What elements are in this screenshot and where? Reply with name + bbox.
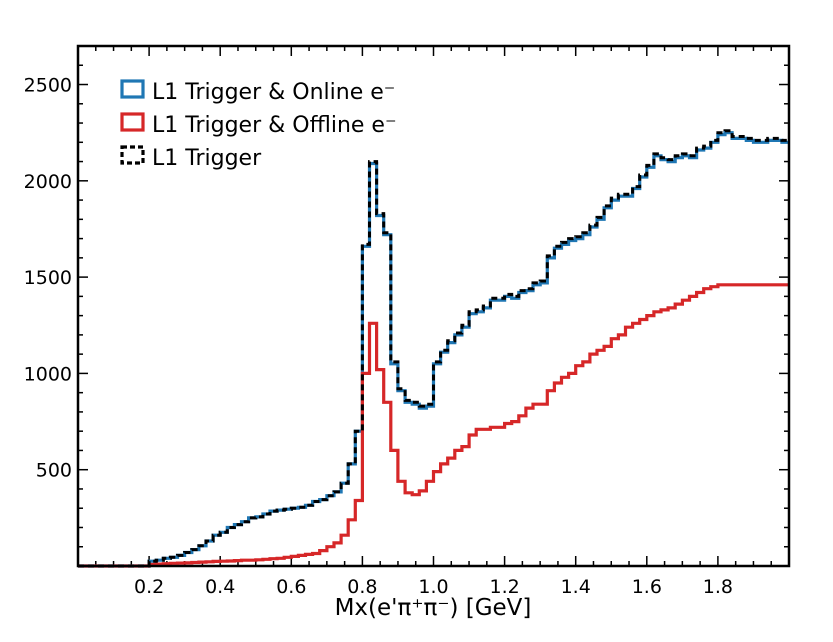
y-tick-labels: 500 1000 1500 2000 2500 <box>24 75 72 482</box>
legend-label-1: L1 Trigger & Offline e⁻ <box>152 113 397 138</box>
x-tick-label: 0.2 <box>134 576 164 598</box>
legend-swatch-0 <box>120 79 145 99</box>
legend-swatch-1 <box>120 112 145 132</box>
legend: L1 Trigger & Online e⁻ L1 Trigger & Offli… <box>120 79 397 171</box>
y-tick-label: 2500 <box>24 75 72 97</box>
x-axis-label: Mx(e'π⁺π⁻) [GeV] <box>335 595 532 621</box>
legend-swatch-2 <box>120 145 145 165</box>
x-tick-label: 1.0 <box>418 576 448 598</box>
plot-frame <box>76 44 791 568</box>
series-line-1 <box>78 283 789 568</box>
series-line-0 <box>78 131 789 568</box>
y-tick-label: 2000 <box>24 171 72 193</box>
y-tick-label: 1000 <box>24 363 72 385</box>
x-tick-label: 0.4 <box>205 576 235 598</box>
legend-label-2: L1 Trigger <box>152 146 262 171</box>
x-tick-label: 1.6 <box>632 576 662 598</box>
legend-label-0: L1 Trigger & Online e⁻ <box>152 80 395 105</box>
y-tick-label: 1500 <box>24 267 72 289</box>
x-tick-label: 1.2 <box>489 576 519 598</box>
x-tick-label: 0.8 <box>347 576 377 598</box>
x-tick-label: 1.8 <box>703 576 733 598</box>
histogram-series <box>78 129 789 568</box>
x-tick-labels: 0.2 0.4 0.6 0.8 1.0 1.2 1.4 1.6 1.8 <box>134 576 733 598</box>
x-tick-label: 0.6 <box>276 576 306 598</box>
series-line-2 <box>78 129 789 568</box>
x-tick-label: 1.4 <box>561 576 591 598</box>
y-tick-label: 500 <box>36 460 72 482</box>
